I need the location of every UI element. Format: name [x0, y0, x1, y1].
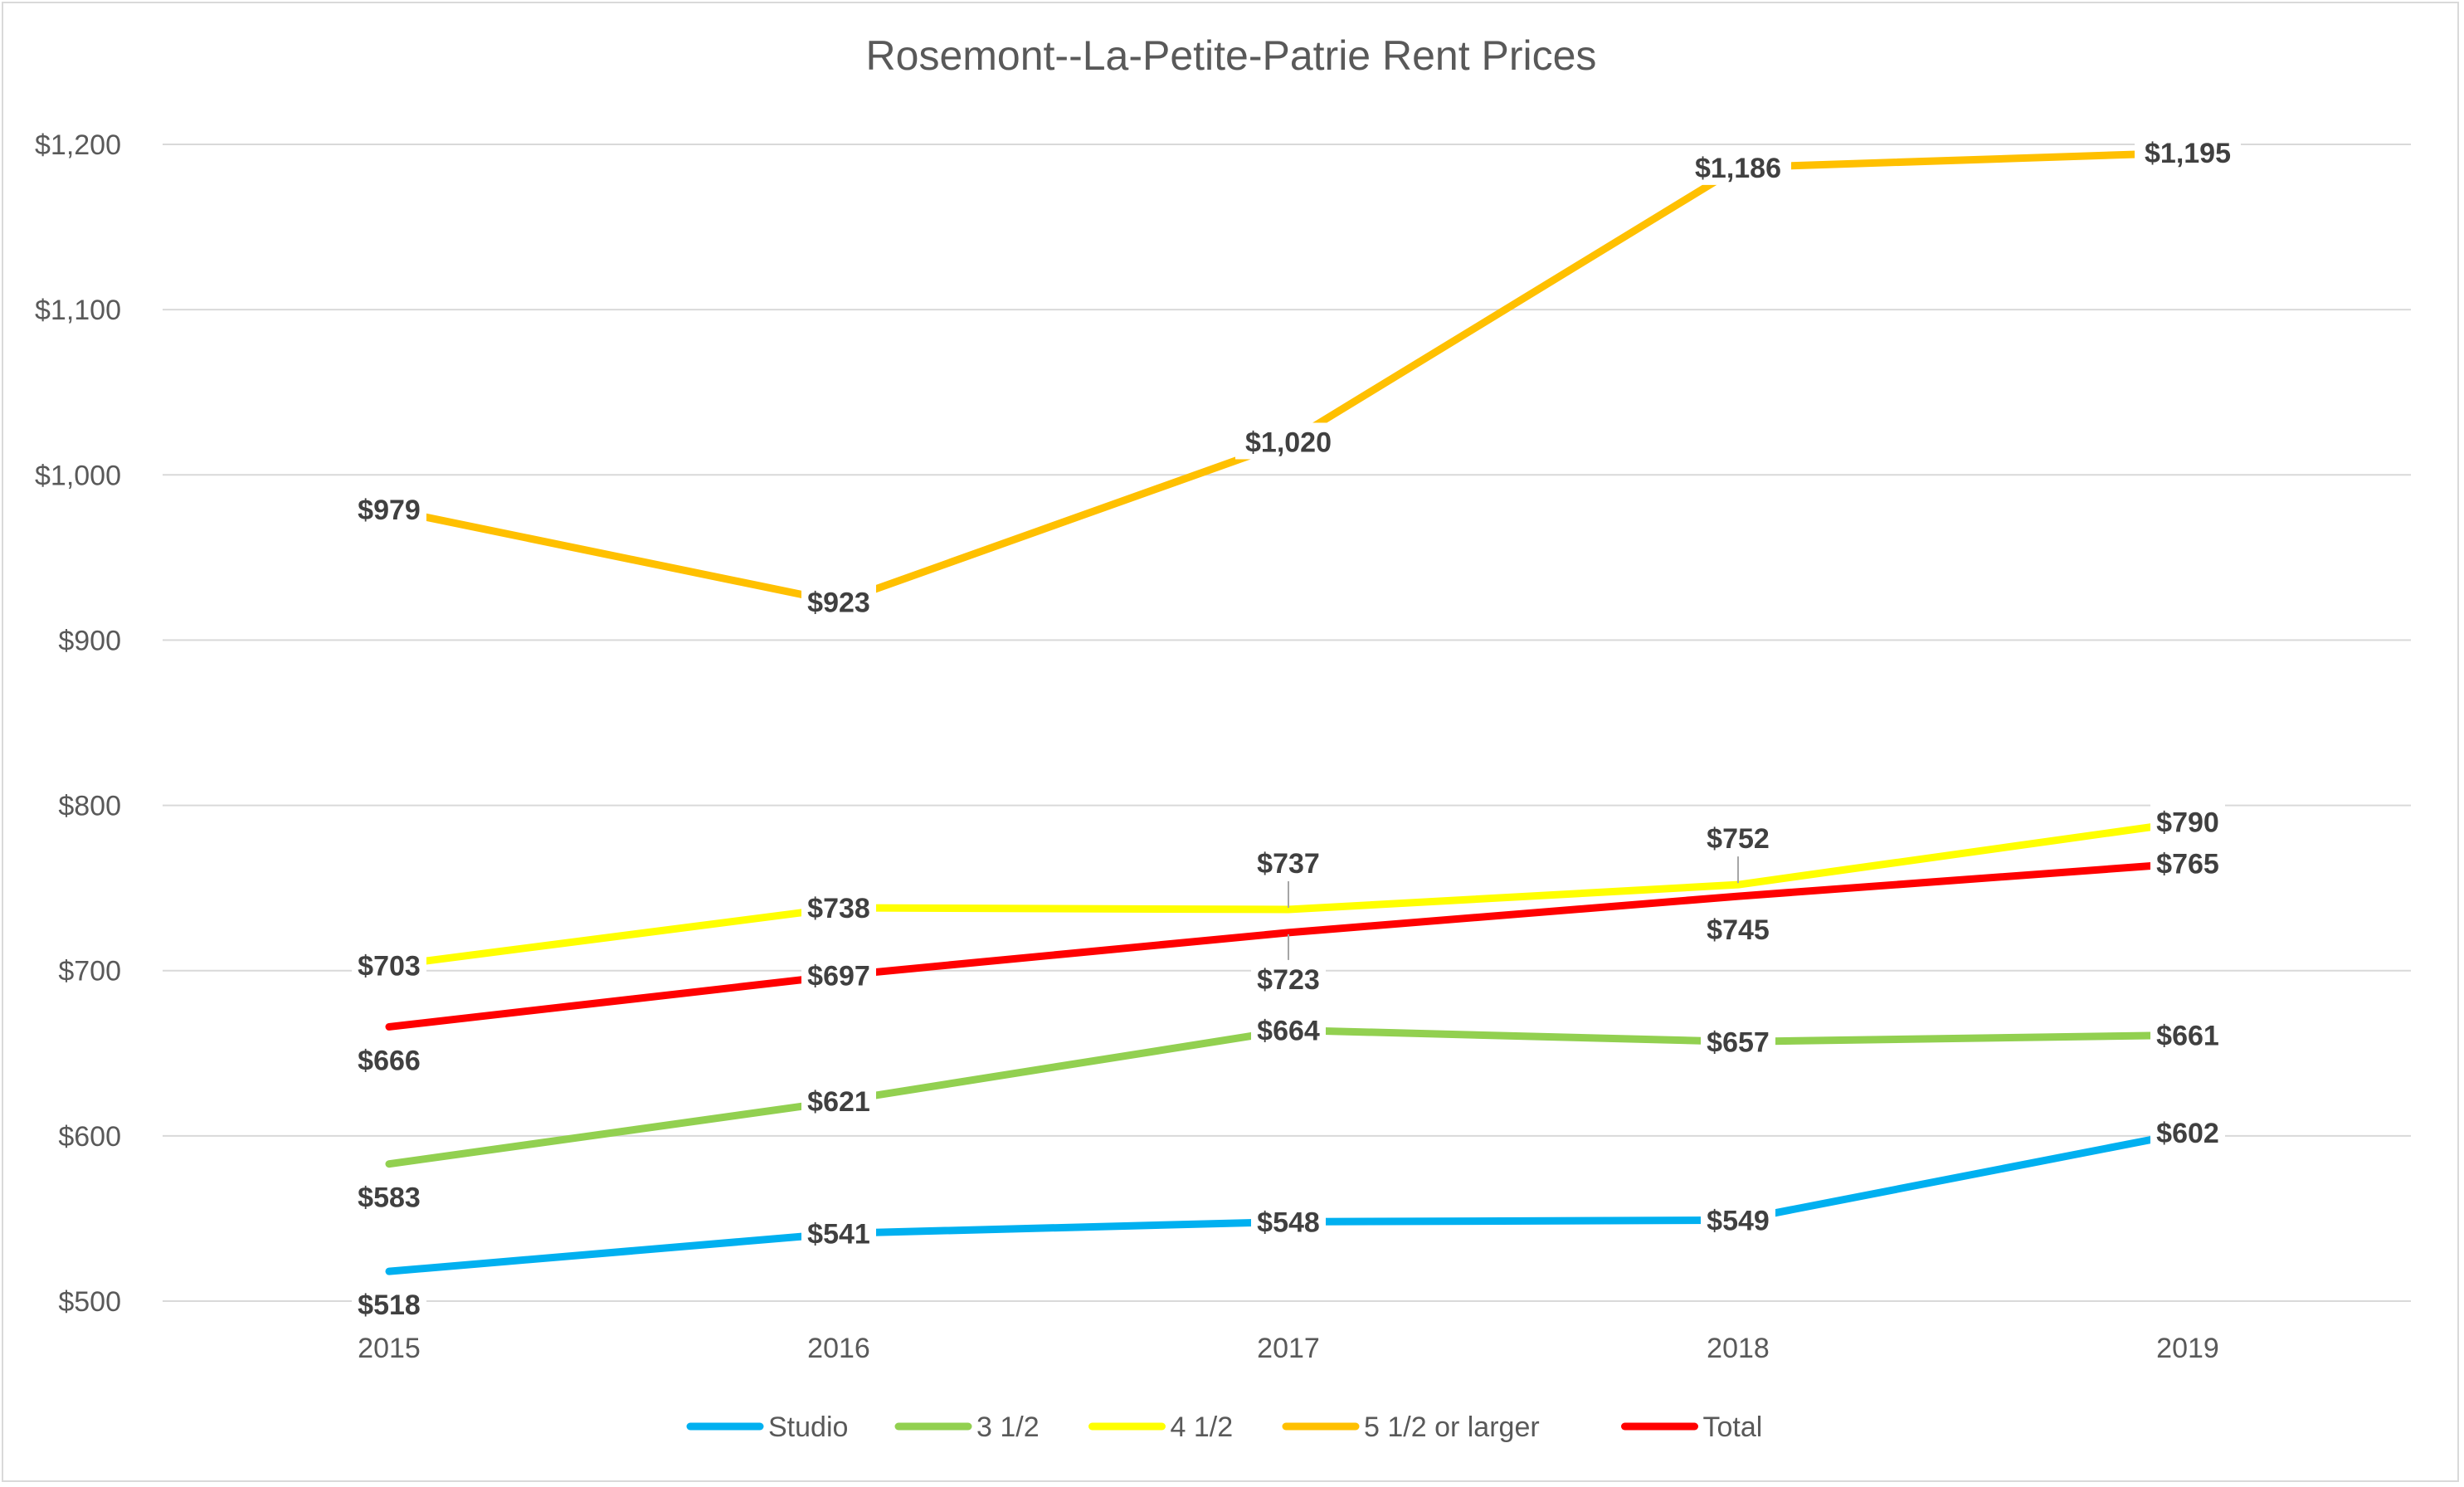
series-line — [385, 859, 2192, 1031]
series-line — [385, 817, 2192, 970]
data-label-bg — [2150, 1113, 2225, 1150]
grid-lines — [163, 144, 2411, 1302]
data-label: $790 — [2156, 807, 2219, 838]
y-tick-label: $1,200 — [35, 129, 121, 161]
legend-label: 4 1/2 — [1171, 1411, 1234, 1443]
series-line — [385, 1129, 2192, 1275]
data-label: $548 — [1257, 1207, 1320, 1238]
data-label-bg — [352, 1041, 426, 1078]
chart-title: Rosemont--La-Petite-Patrie Rent Prices — [866, 32, 1597, 79]
legend-label: Studio — [768, 1411, 848, 1443]
y-tick-label: $900 — [58, 625, 121, 656]
data-label-bg — [2150, 802, 2225, 840]
data-label: $661 — [2156, 1020, 2219, 1051]
data-label: $923 — [807, 587, 870, 619]
data-label-bg — [1701, 910, 1775, 948]
y-tick-label: $700 — [58, 956, 121, 987]
x-tick-label: 2017 — [1257, 1333, 1320, 1364]
legend-label: 3 1/2 — [976, 1411, 1040, 1443]
data-label-bg — [801, 889, 876, 926]
data-label-bg — [1251, 844, 1326, 881]
data-label: $549 — [1707, 1205, 1770, 1236]
data-label: $745 — [1707, 914, 1770, 946]
data-label: $583 — [358, 1182, 421, 1214]
data-label-bg — [2135, 133, 2241, 170]
data-label-bg — [2150, 1016, 2225, 1053]
x-tick-label: 2016 — [807, 1333, 870, 1364]
data-label: $1,020 — [1245, 427, 1332, 458]
x-axis-ticks: 2015 2016 2017 2018 2019 — [358, 1333, 2219, 1364]
legend: Studio 3 1/2 4 1/2 5 1/2 or larger Total — [686, 1411, 1763, 1443]
data-label: $723 — [1257, 964, 1320, 996]
data-label: $697 — [807, 961, 870, 992]
data-label-bg — [1685, 148, 1791, 185]
legend-label: 5 1/2 or larger — [1364, 1411, 1540, 1443]
y-tick-label: $800 — [58, 791, 121, 822]
data-label-bg — [1251, 959, 1326, 997]
line-chart: Rosemont--La-Petite-Patrie Rent Prices $… — [35, 32, 2411, 1443]
y-tick-label: $1,100 — [35, 295, 121, 326]
series-line — [385, 149, 2192, 607]
data-labels: $518 $541 $548 $549 $602 $583 $621 $664 $657 $661… — [352, 133, 2241, 1323]
y-axis-ticks: $500 $600 $700 $800 $900 $1,000 $1,100 $1,200 — [35, 129, 121, 1318]
data-label: $664 — [1257, 1015, 1320, 1046]
data-label: $703 — [358, 951, 421, 982]
data-label-bg — [352, 1177, 426, 1215]
data-label: $979 — [358, 495, 421, 526]
y-tick-label: $600 — [58, 1121, 121, 1153]
data-label-bg — [352, 490, 426, 528]
data-label-bg — [1235, 422, 1342, 460]
data-label-bg — [1251, 1202, 1326, 1240]
series-lines — [385, 149, 2192, 1275]
data-label: $1,195 — [2145, 138, 2231, 169]
data-label: $737 — [1257, 848, 1320, 880]
data-label: $621 — [807, 1086, 870, 1118]
data-label: $752 — [1707, 823, 1770, 855]
x-tick-label: 2018 — [1707, 1333, 1770, 1364]
data-label: $666 — [358, 1045, 421, 1076]
data-label-bg — [801, 1214, 876, 1251]
y-tick-label: $500 — [58, 1286, 121, 1318]
series-line — [385, 1026, 2192, 1168]
data-label-bg — [352, 946, 426, 983]
y-tick-label: $1,000 — [35, 460, 121, 491]
data-label: $1,186 — [1695, 153, 1781, 184]
data-label-bg — [1251, 1011, 1326, 1048]
data-label: $602 — [2156, 1118, 2219, 1149]
data-label-bg — [801, 583, 876, 620]
data-label: $518 — [358, 1290, 421, 1321]
data-label-bg — [1701, 1201, 1775, 1238]
data-label-bg — [2150, 844, 2225, 881]
data-label: $765 — [2156, 848, 2219, 880]
data-label-bg — [801, 956, 876, 993]
data-label-bg — [801, 1082, 876, 1119]
data-label-bg — [1701, 1022, 1775, 1060]
data-label: $657 — [1707, 1026, 1770, 1058]
data-label: $541 — [807, 1218, 870, 1250]
x-tick-label: 2019 — [2156, 1333, 2219, 1364]
x-tick-label: 2015 — [358, 1333, 421, 1364]
data-label-bg — [1701, 819, 1775, 856]
legend-label: Total — [1703, 1411, 1763, 1443]
data-label: $738 — [807, 893, 870, 924]
data-label-bg — [352, 1285, 426, 1323]
